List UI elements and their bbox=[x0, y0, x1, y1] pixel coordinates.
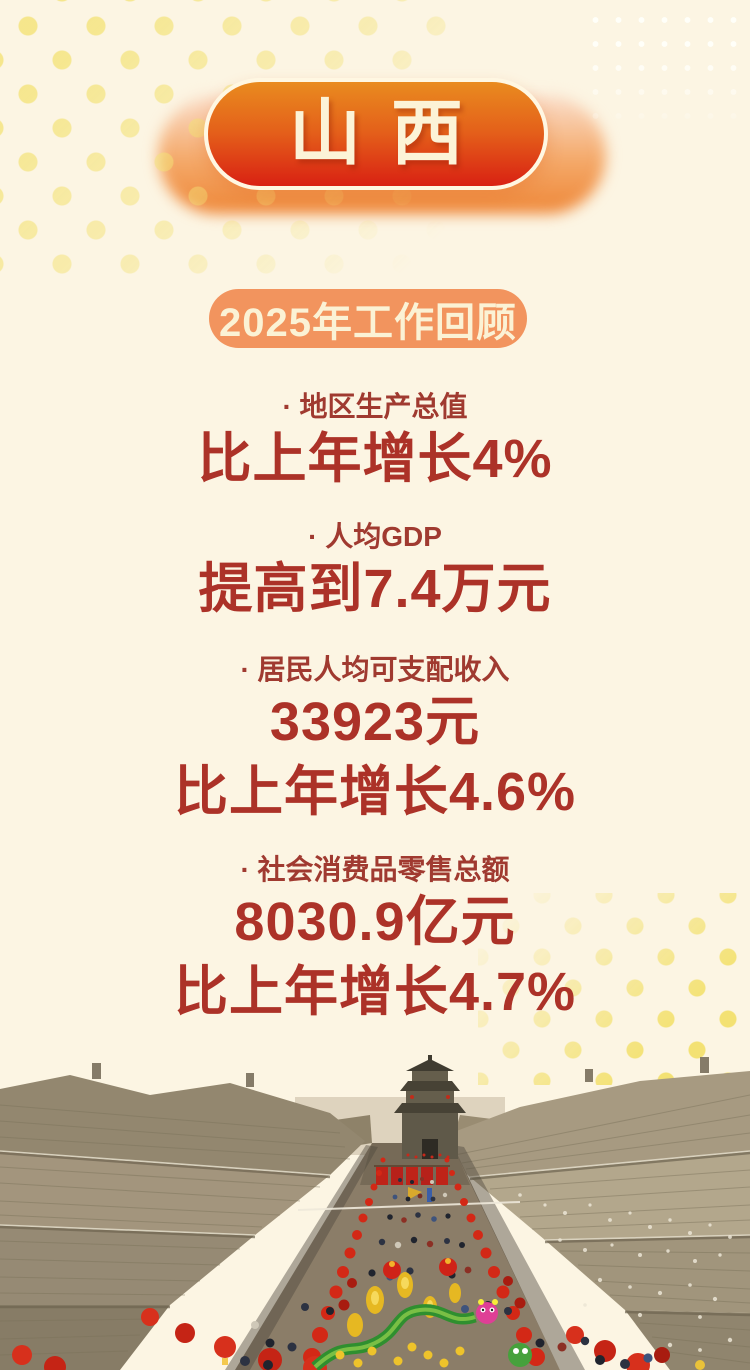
photo-right-roofs bbox=[430, 1057, 750, 1370]
photo-banners bbox=[374, 1165, 450, 1202]
stat-value: 8030.9亿元 bbox=[234, 892, 516, 952]
section-title-pill: 2025年工作回顾 bbox=[209, 289, 527, 348]
photo-lanterns-left bbox=[303, 1157, 386, 1366]
photo-crowd bbox=[240, 1177, 705, 1370]
stat-block-gdp-per-capita: · 人均GDP 提高到7.4万元 bbox=[0, 520, 750, 624]
stat-label: · 居民人均可支配收入 bbox=[240, 654, 510, 685]
stat-label: · 人均GDP bbox=[308, 521, 442, 552]
stat-block-gdp-growth: · 地区生产总值 比上年增长4% bbox=[0, 390, 750, 494]
section-title: 2025年工作回顾 bbox=[219, 300, 517, 345]
stat-growth: 比上年增长4.6% bbox=[173, 762, 577, 822]
stat-block-retail-sales: · 社会消费品零售总额 8030.9亿元 比上年增长4.7% bbox=[0, 853, 750, 1027]
stat-label: · 社会消费品零售总额 bbox=[240, 854, 510, 885]
region-badge: 山西 bbox=[204, 78, 548, 190]
photo-gate-tower bbox=[394, 1055, 466, 1159]
stat-label: · 地区生产总值 bbox=[282, 391, 468, 422]
street-photo: 古城街道鸟瞰：灰瓦屋顶、红灯笼、市楼与舞龙人群 bbox=[0, 1055, 750, 1370]
stat-block-disposable-income: · 居民人均可支配收入 33923元 比上年增长4.6% bbox=[0, 653, 750, 827]
halftone-dots-top-right bbox=[584, 8, 744, 138]
region-title: 山西 bbox=[288, 94, 493, 174]
stat-growth: 比上年增长4.7% bbox=[173, 962, 577, 1022]
stat-value: 提高到7.4万元 bbox=[198, 559, 552, 619]
photo-left-roofs bbox=[0, 1063, 365, 1370]
photo-dragon-dance bbox=[311, 1258, 532, 1370]
stat-value: 33923元 bbox=[269, 692, 481, 752]
stat-value: 比上年增长4% bbox=[197, 429, 553, 489]
photo-lantern-cluster-left bbox=[12, 1308, 327, 1370]
